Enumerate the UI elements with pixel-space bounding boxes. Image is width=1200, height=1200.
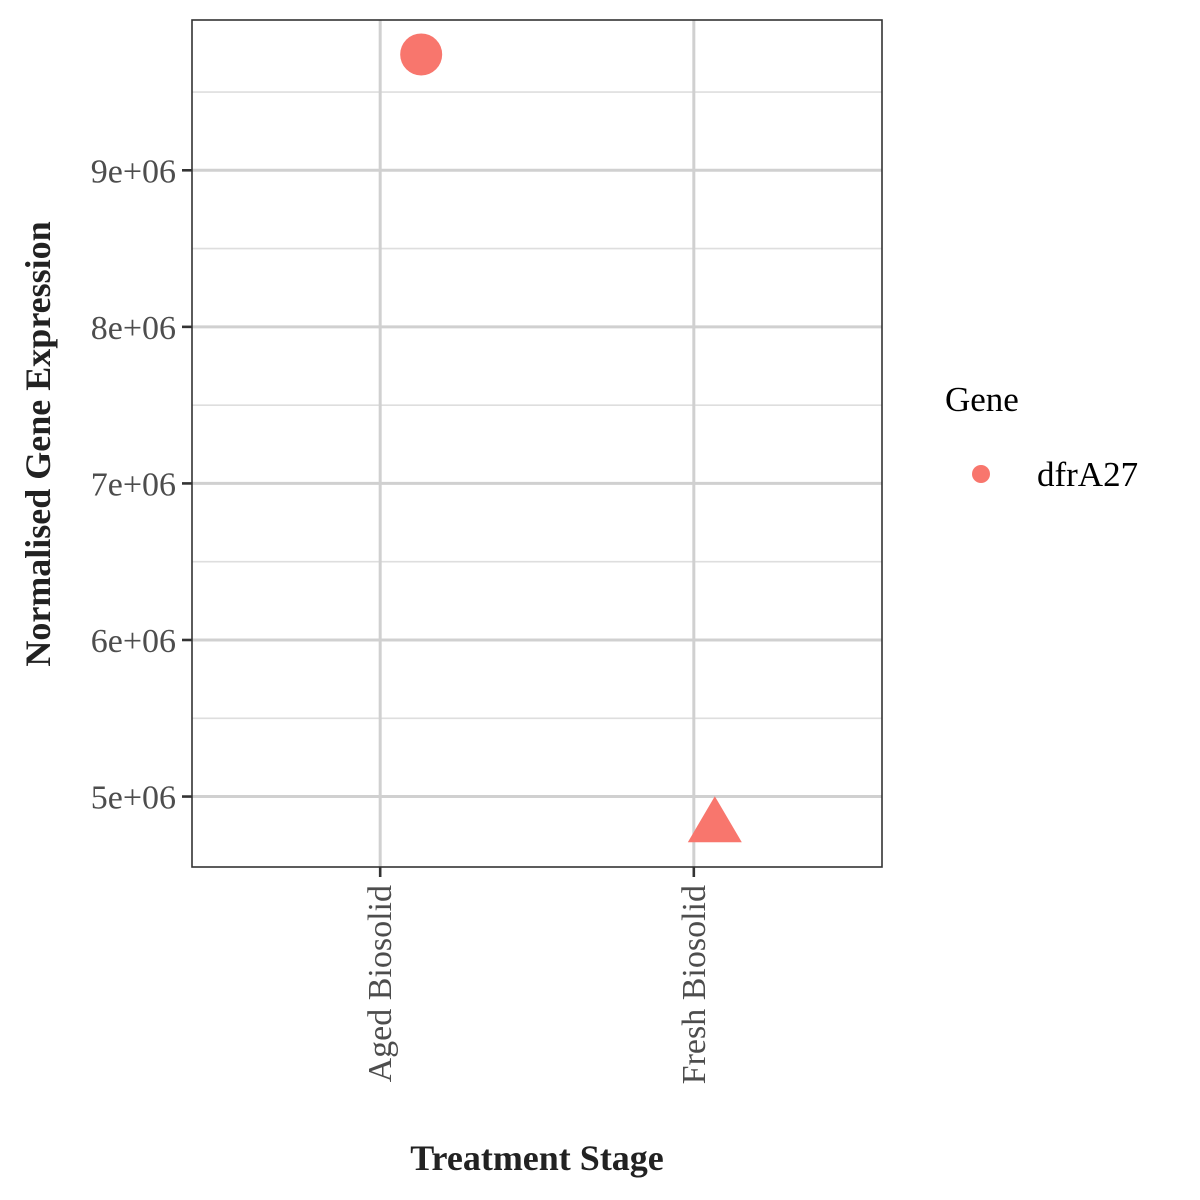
x-axis: Aged Biosolid Fresh Biosolid <box>362 867 713 1084</box>
y-tick-label: 9e+06 <box>91 153 176 190</box>
legend-label-dfrA27: dfrA27 <box>1037 455 1138 494</box>
y-tick-label: 8e+06 <box>91 310 176 347</box>
data-point-triangle <box>687 796 742 843</box>
y-tick-label: 7e+06 <box>91 466 176 503</box>
x-tick-label: Aged Biosolid <box>362 885 399 1082</box>
minor-gridlines <box>192 91 882 720</box>
plot-panel-border <box>191 19 883 868</box>
major-gridlines <box>192 20 882 867</box>
legend-key-dfrA27 <box>972 465 990 483</box>
legend: Gene dfrA27 <box>945 380 1138 494</box>
y-tick-label: 5e+06 <box>91 780 176 817</box>
x-tick-label: Fresh Biosolid <box>676 885 713 1084</box>
data-point-circle <box>400 33 443 76</box>
y-axis: 5e+06 6e+06 7e+06 8e+06 9e+06 <box>91 153 192 817</box>
y-tick-label: 6e+06 <box>91 623 176 660</box>
y-axis-title: Normalised Gene Expression <box>18 221 58 666</box>
legend-title: Gene <box>945 380 1019 419</box>
data-points <box>400 33 742 843</box>
x-axis-title: Treatment Stage <box>410 1138 664 1178</box>
